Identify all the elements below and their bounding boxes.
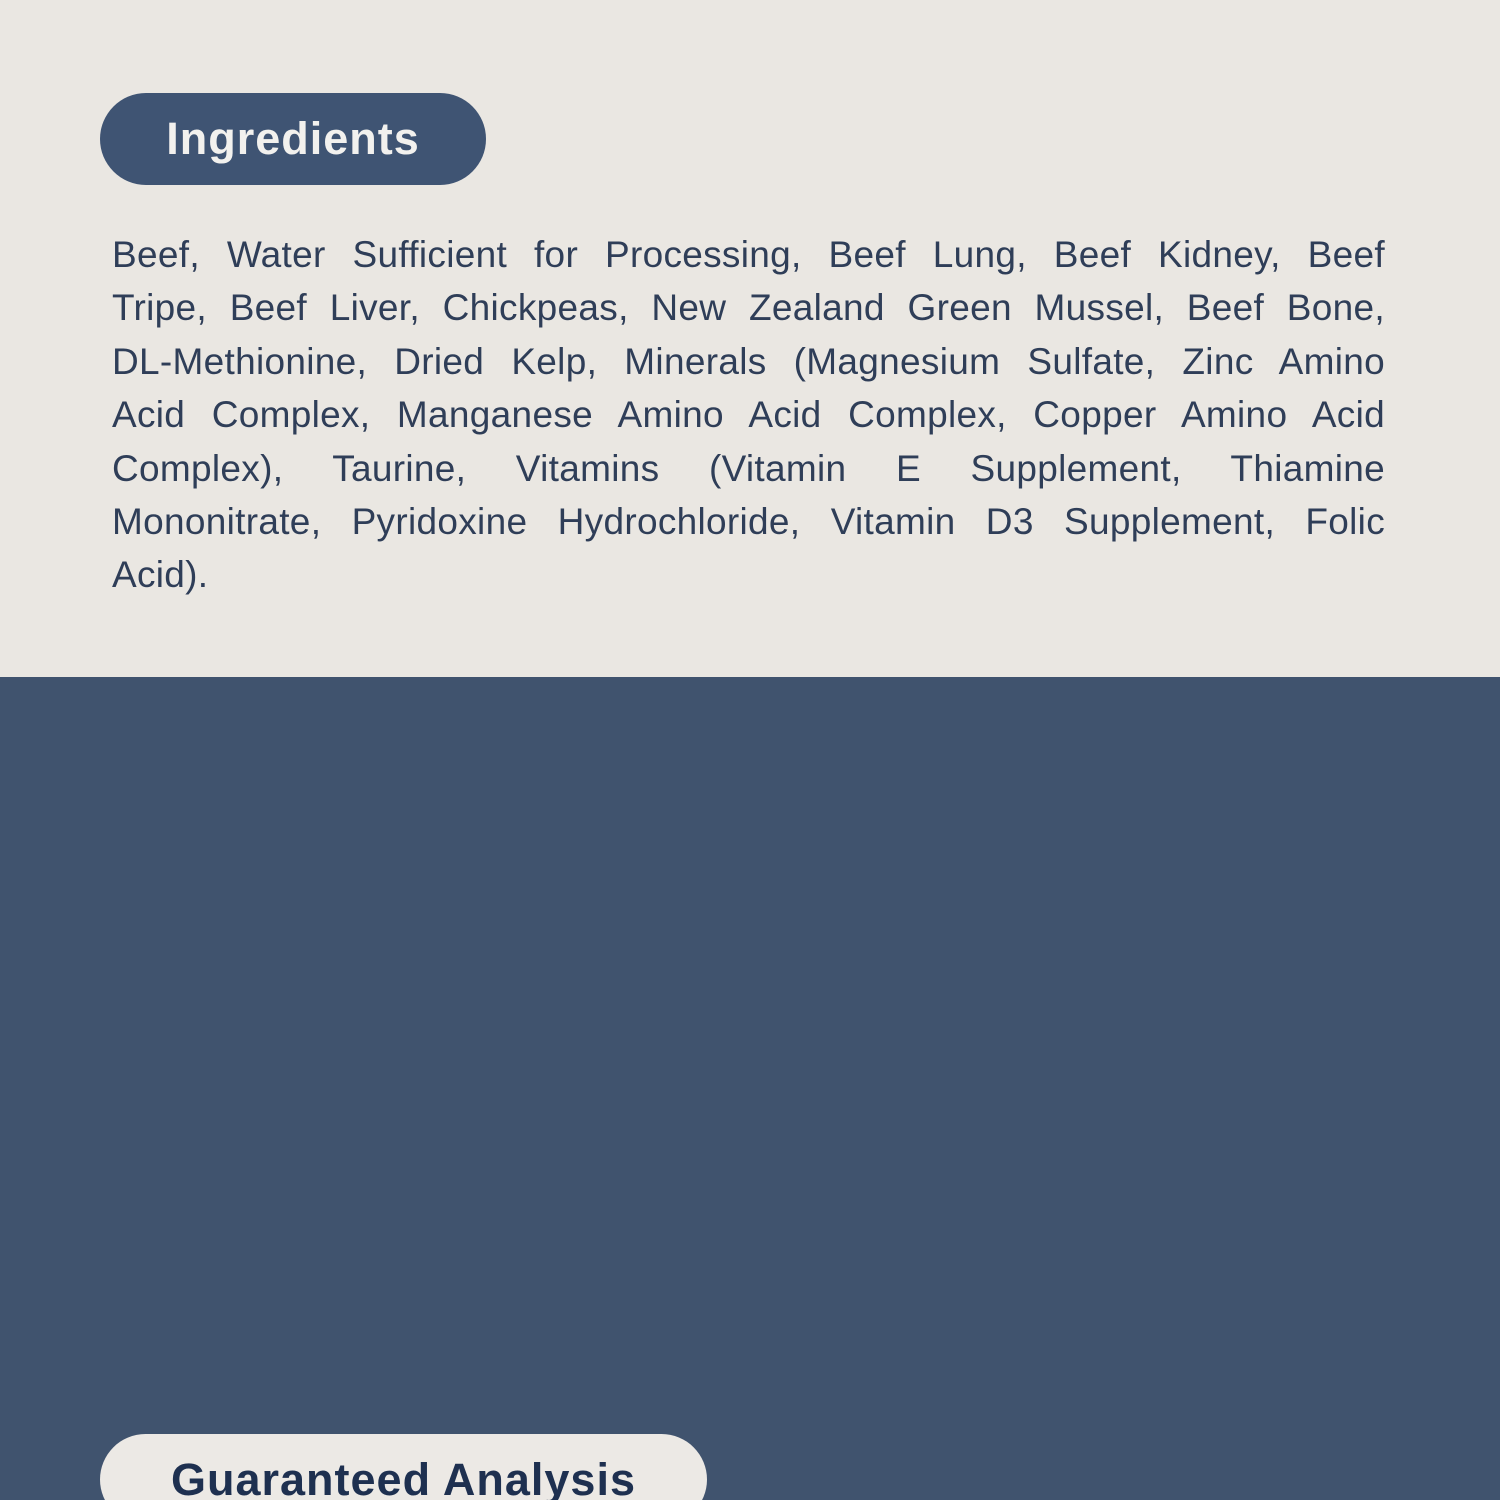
guaranteed-analysis-section: Guaranteed Analysis Crude Protein (min) … xyxy=(0,677,1500,1500)
ingredients-heading-pill: Ingredients xyxy=(100,93,486,185)
guaranteed-analysis-heading-label: Guaranteed Analysis xyxy=(170,1453,636,1500)
ingredients-text-line: Acid). xyxy=(112,554,209,596)
ingredients-section: Ingredients Beef, Water Sufficient for P… xyxy=(0,0,1500,677)
ingredients-text-line: DL-Methionine, Dried Kelp, Minerals (Mag… xyxy=(112,340,1385,382)
ingredients-heading-label: Ingredients xyxy=(166,113,420,164)
ingredients-text-line: Beef, Water Sufficient for Processing, B… xyxy=(112,234,1385,275)
ingredients-list-text: Beef, Water Sufficient for Processing, B… xyxy=(112,228,1385,602)
guaranteed-analysis-heading-pill: Guaranteed Analysis xyxy=(100,1434,707,1500)
ingredients-text-line: Mononitrate, Pyridoxine Hydrochloride, V… xyxy=(112,501,1385,543)
ingredients-text-line: Acid Complex, Manganese Amino Acid Compl… xyxy=(112,394,1385,436)
ingredients-text-line: Tripe, Beef Liver, Chickpeas, New Zealan… xyxy=(112,287,1385,329)
ingredients-text-line: Complex), Taurine, Vitamins (Vitamin E S… xyxy=(112,447,1385,489)
